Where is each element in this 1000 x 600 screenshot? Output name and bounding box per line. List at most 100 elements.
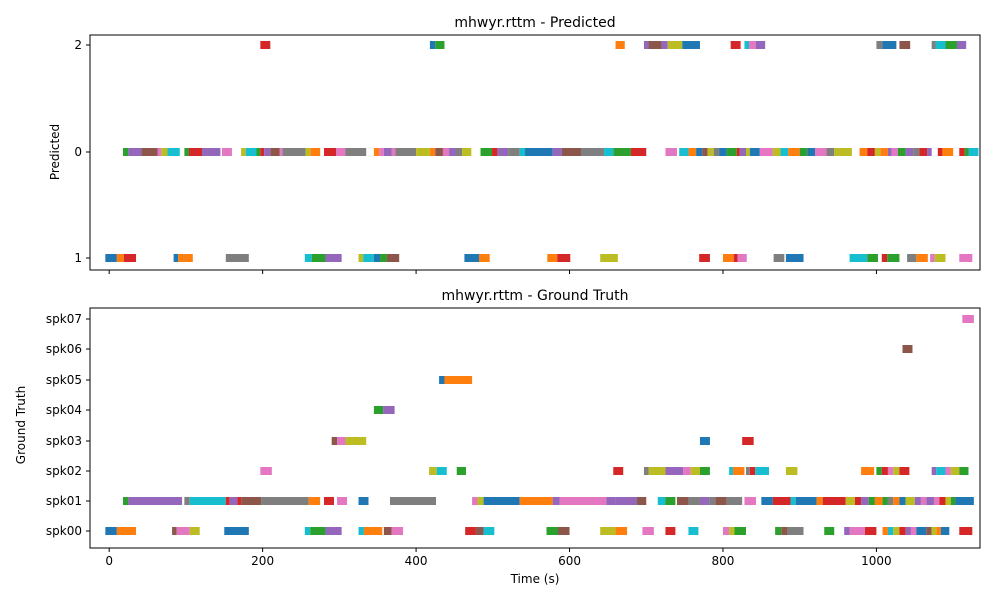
ground-truth-segment-spk00: [642, 527, 654, 535]
predicted-segment-0: [128, 148, 142, 156]
predicted-ylabel: Predicted: [48, 124, 62, 180]
ground-truth-segment-spk03: [742, 437, 754, 445]
predicted-frame: [89, 34, 981, 271]
predicted-segment-1: [930, 254, 935, 262]
predicted-segment-0: [167, 148, 180, 156]
ground-truth-segment-spk02: [699, 467, 710, 475]
ground-truth-segment-spk07: [962, 315, 974, 323]
predicted-segment-2: [730, 41, 741, 49]
ground-truth-segment-spk00: [615, 527, 628, 535]
predicted-segment-0: [604, 148, 614, 156]
predicted-segment-0: [188, 148, 203, 156]
ground-truth-segment-spk02: [643, 467, 649, 475]
predicted-segment-1: [600, 254, 618, 262]
predicted-segment-0: [449, 148, 456, 156]
predicted-segment-2: [260, 41, 271, 49]
ground-truth-segment-spk03: [345, 437, 367, 445]
ground-truth-segment-spk00: [824, 527, 835, 535]
predicted-segment-1: [311, 254, 326, 262]
predicted-segment-0: [581, 148, 605, 156]
ground-truth-segment-spk01: [699, 497, 710, 505]
predicted-segment-2: [682, 41, 700, 49]
predicted-segment-0: [519, 148, 526, 156]
ground-truth-segment-spk01: [816, 497, 823, 505]
predicted-segment-1: [867, 254, 878, 262]
ground-truth-y-tick-label: spk01: [46, 494, 82, 508]
ground-truth-segment-spk00: [887, 527, 894, 535]
predicted-segment-0: [630, 148, 647, 156]
predicted-segment-1: [907, 254, 917, 262]
ground-truth-segment-spk01: [920, 497, 927, 505]
ground-truth-segment-spk01: [324, 497, 334, 505]
predicted-segment-0: [241, 148, 246, 156]
ground-truth-segment-spk01: [184, 497, 190, 505]
predicted-segment-0: [772, 148, 781, 156]
ground-truth-segment-spk01: [926, 497, 934, 505]
predicted-segment-0: [665, 148, 677, 156]
ground-truth-segment-spk02: [456, 467, 466, 475]
predicted-segment-0: [736, 148, 740, 156]
predicted-segment-0: [324, 148, 337, 156]
ground-truth-segment-spk00: [781, 527, 788, 535]
ground-truth-segment-spk00: [722, 527, 730, 535]
ground-truth-segment-spk02: [931, 467, 937, 475]
ground-truth-axes: mhwyr.rttm - Ground Truth Ground Truth T…: [14, 288, 981, 586]
predicted-segment-0: [719, 148, 727, 156]
predicted-segment-0: [937, 148, 943, 156]
predicted-segment-1: [325, 254, 342, 262]
predicted-segment-0: [161, 148, 168, 156]
predicted-segment-0: [874, 148, 881, 156]
predicted-segment-0: [310, 148, 321, 156]
predicted-segment-0: [968, 148, 979, 156]
predicted-segment-0: [867, 148, 875, 156]
ground-truth-segment-spk01: [676, 497, 689, 505]
ground-truth-segment-spk01: [893, 497, 900, 505]
ground-truth-segment-spk00: [116, 527, 137, 535]
predicted-segment-1: [849, 254, 868, 262]
predicted-segment-0: [442, 148, 450, 156]
ground-truth-segment-spk00: [189, 527, 200, 535]
predicted-segment-0: [713, 148, 720, 156]
predicted-segment-1: [737, 254, 747, 262]
predicted-segment-2: [899, 41, 911, 49]
predicted-segment-2: [667, 41, 683, 49]
predicted-segment-0: [221, 148, 232, 156]
ground-truth-segment-spk01: [790, 497, 796, 505]
predicted-segment-0: [913, 148, 920, 156]
ground-truth-segment-spk00: [391, 527, 404, 535]
ground-truth-x-tick-label: 400: [405, 554, 428, 568]
ground-truth-segment-spk01: [709, 497, 716, 505]
predicted-segment-0: [462, 148, 472, 156]
ground-truth-segment-spk00: [172, 527, 177, 535]
ground-truth-x-tick-label: 600: [558, 554, 581, 568]
ground-truth-segment-spk00: [224, 527, 249, 535]
predicted-segment-0: [157, 148, 162, 156]
predicted-title: mhwyr.rttm - Predicted: [454, 15, 615, 31]
predicted-segment-0: [702, 148, 708, 156]
predicted-segment-0: [260, 148, 265, 156]
predicted-segment-0: [749, 148, 760, 156]
predicted-segment-2: [882, 41, 897, 49]
predicted-segment-0: [739, 148, 746, 156]
predicted-segment-0: [964, 148, 969, 156]
ground-truth-segment-spk00: [787, 527, 804, 535]
ground-truth-y-tick-label: spk06: [46, 342, 82, 356]
predicted-segment-0: [435, 148, 443, 156]
ground-truth-segment-spk01: [715, 497, 727, 505]
predicted-segment-0: [688, 148, 697, 156]
predicted-segment-0: [508, 148, 520, 156]
ground-truth-segment-spk00: [734, 527, 746, 535]
ground-truth-segment-spk00: [665, 527, 676, 535]
ground-truth-segment-spk01: [761, 497, 773, 505]
ground-truth-segment-spk04: [383, 406, 395, 414]
ground-truth-segment-spk01: [229, 497, 238, 505]
predicted-segment-2: [945, 41, 957, 49]
predicted-segment-0: [788, 148, 800, 156]
predicted-segment-1: [722, 254, 734, 262]
predicted-segment-2: [744, 41, 750, 49]
ground-truth-x-ticks: 0 200 400 600 800 1000: [105, 548, 892, 568]
predicted-segment-0: [707, 148, 714, 156]
ground-truth-segment-spk01: [887, 497, 894, 505]
predicted-segment-0: [141, 148, 158, 156]
